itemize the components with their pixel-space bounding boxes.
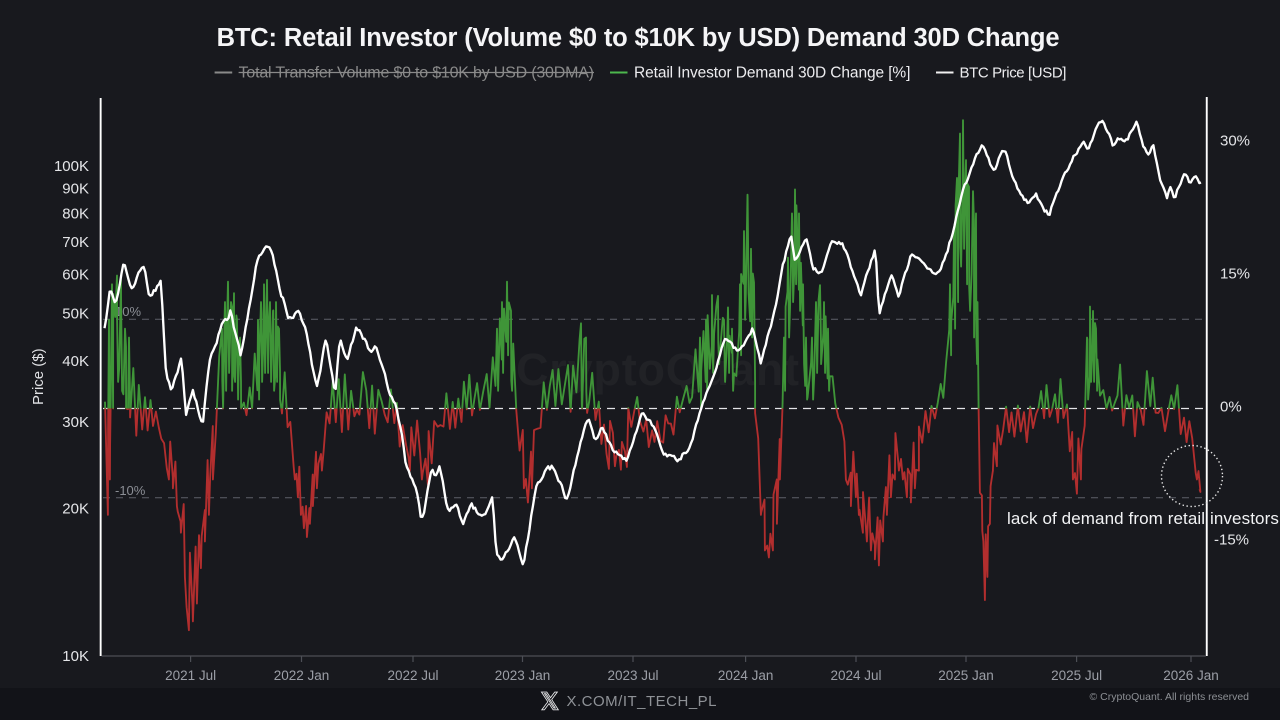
svg-text:60K: 60K <box>62 267 89 284</box>
svg-text:20K: 20K <box>62 501 89 518</box>
svg-text:50K: 50K <box>62 306 89 323</box>
svg-text:40K: 40K <box>62 353 89 370</box>
svg-text:100K: 100K <box>54 158 89 175</box>
svg-text:BTC Price [USD]: BTC Price [USD] <box>960 65 1067 82</box>
svg-text:70K: 70K <box>62 234 89 251</box>
svg-text:X.COM/IT_TECH_PL: X.COM/IT_TECH_PL <box>567 693 718 710</box>
svg-text:BTC: Retail Investor (Volume $: BTC: Retail Investor (Volume $0 to $10K … <box>217 24 1060 52</box>
svg-text:© CryptoQuant. All rights rese: © CryptoQuant. All rights reserved <box>1090 691 1250 703</box>
svg-text:2025 Jul: 2025 Jul <box>1051 668 1102 683</box>
svg-text:90K: 90K <box>62 180 89 197</box>
svg-text:-15%: -15% <box>1214 532 1249 549</box>
svg-text:0%: 0% <box>1220 399 1242 416</box>
svg-text:Retail Investor Demand 30D Cha: Retail Investor Demand 30D Change [%] <box>634 65 910 82</box>
svg-text:80K: 80K <box>62 206 89 223</box>
svg-text:2022 Jan: 2022 Jan <box>274 668 330 683</box>
svg-text:10%: 10% <box>115 304 141 319</box>
svg-text:2025 Jan: 2025 Jan <box>938 668 994 683</box>
svg-text:10K: 10K <box>62 648 89 665</box>
svg-text:2022 Jul: 2022 Jul <box>387 668 438 683</box>
svg-text:30%: 30% <box>1220 132 1250 149</box>
svg-text:15%: 15% <box>1220 266 1250 283</box>
svg-text:-10%: -10% <box>115 483 146 498</box>
svg-text:2024 Jan: 2024 Jan <box>718 668 774 683</box>
svg-text:2021 Jul: 2021 Jul <box>165 668 216 683</box>
svg-text:2026 Jan: 2026 Jan <box>1163 668 1219 683</box>
svg-text:2023 Jul: 2023 Jul <box>607 668 658 683</box>
svg-text:Price ($): Price ($) <box>30 348 47 405</box>
svg-text:30K: 30K <box>62 414 89 431</box>
svg-text:lack of demand from retail inv: lack of demand from retail investors <box>1007 509 1279 528</box>
svg-text:2023 Jan: 2023 Jan <box>495 668 551 683</box>
svg-text:2024 Jul: 2024 Jul <box>830 668 881 683</box>
